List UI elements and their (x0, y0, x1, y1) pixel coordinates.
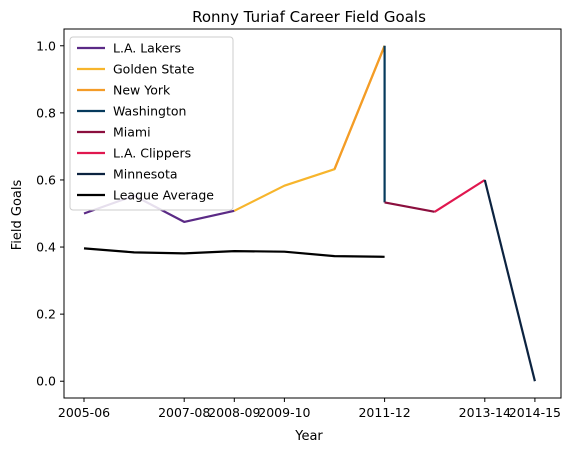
y-tick-label: 0.2 (36, 307, 56, 322)
series-line-new-york (333, 45, 386, 170)
series-line-miami (384, 201, 435, 213)
chart-title: Ronny Turiaf Career Field Goals (192, 8, 426, 26)
x-tick-label: 2011-12 (358, 405, 410, 420)
y-tick-label: 0.4 (36, 240, 56, 255)
series-line-league-average (83, 247, 385, 258)
y-tick-label: 1.0 (36, 38, 56, 53)
y-tick-label: 0.8 (36, 105, 56, 120)
x-axis-label: Year (294, 429, 323, 444)
y-tick-label: 0.0 (36, 374, 56, 389)
legend: L.A. Lakers Golden State New York Washingto… (69, 36, 234, 211)
x-tick-label: 2008-09 (208, 405, 260, 420)
plot-lines (83, 45, 536, 382)
x-tick-label: 2005-06 (58, 405, 110, 420)
legend-label: Washington (113, 104, 186, 119)
legend-label: L.A. Lakers (113, 41, 181, 56)
x-tick-label: 2007-08 (158, 405, 210, 420)
legend-label: Golden State (113, 62, 195, 77)
legend-label: L.A. Clippers (113, 146, 191, 161)
x-tick-label: 2014-15 (509, 405, 561, 420)
y-tick-label: 0.6 (36, 172, 56, 187)
legend-label: Miami (113, 125, 151, 140)
legend-box (69, 36, 234, 211)
y-axis-label: Field Goals (10, 180, 25, 251)
legend-label: Minnesota (113, 167, 178, 182)
series-line-golden-state (233, 45, 386, 212)
plot-frame (63, 28, 562, 399)
x-tick-label: 2013-14 (459, 405, 511, 420)
series-line-minnesota (483, 179, 536, 382)
y-axis: 0.0 0.2 0.4 0.6 0.8 1.0 (36, 38, 64, 389)
series-line-l-a-clippers (434, 179, 486, 213)
legend-label: League Average (113, 188, 214, 203)
x-tick-label: 2009-10 (258, 405, 310, 420)
legend-label: New York (113, 83, 171, 98)
